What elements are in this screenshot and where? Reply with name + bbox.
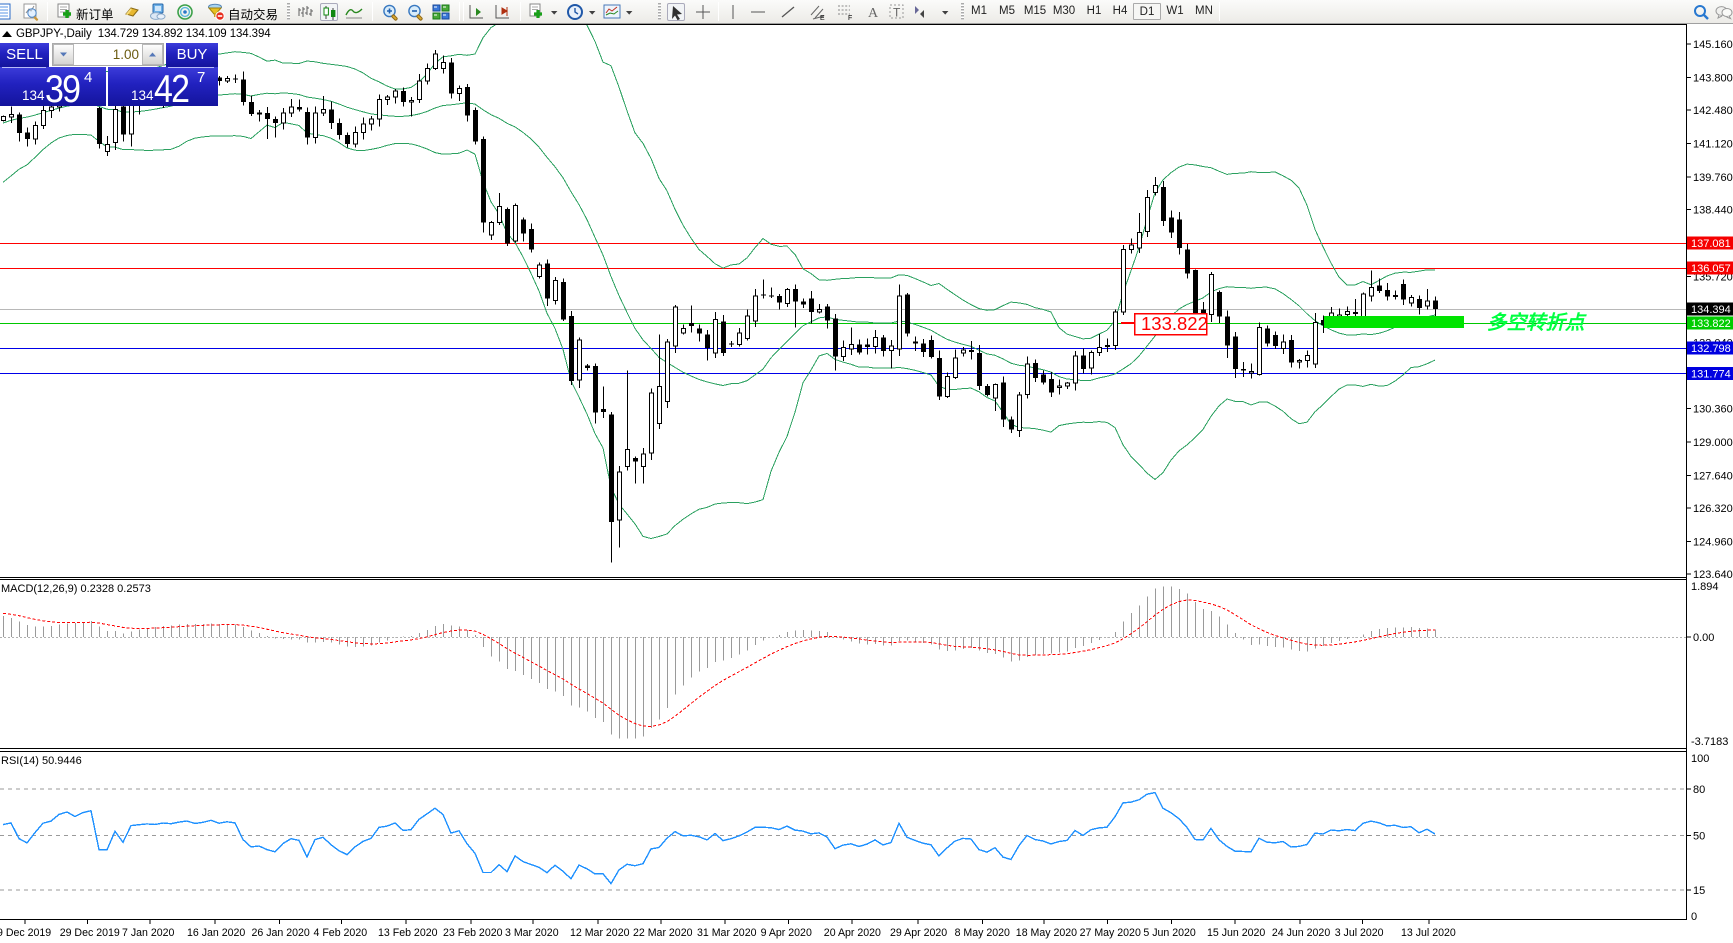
svg-text:0.00: 0.00 bbox=[1693, 632, 1714, 644]
svg-text:T: T bbox=[893, 5, 901, 19]
svg-text:0: 0 bbox=[1691, 911, 1697, 923]
svg-text:143.800: 143.800 bbox=[1693, 72, 1733, 84]
svg-text:MACD(12,26,9) 0.2328 0.2573: MACD(12,26,9) 0.2328 0.2573 bbox=[1, 583, 151, 595]
svg-text:4 Feb 2020: 4 Feb 2020 bbox=[314, 927, 368, 939]
svg-text:RSI(14) 50.9446: RSI(14) 50.9446 bbox=[1, 755, 82, 767]
svg-text:129.000: 129.000 bbox=[1693, 437, 1733, 449]
svg-text:138.440: 138.440 bbox=[1693, 204, 1733, 216]
svg-text:27 May 2020: 27 May 2020 bbox=[1080, 927, 1141, 939]
svg-text:141.120: 141.120 bbox=[1693, 138, 1733, 150]
svg-text:26 Jan 2020: 26 Jan 2020 bbox=[252, 927, 310, 939]
svg-text:136.057: 136.057 bbox=[1691, 263, 1731, 275]
svg-text:F: F bbox=[848, 15, 852, 21]
svg-text:9 Apr 2020: 9 Apr 2020 bbox=[761, 927, 812, 939]
svg-text:1.894: 1.894 bbox=[1691, 581, 1719, 593]
svg-text:29 Apr 2020: 29 Apr 2020 bbox=[890, 927, 947, 939]
svg-text:8 May 2020: 8 May 2020 bbox=[955, 927, 1010, 939]
svg-text:145.160: 145.160 bbox=[1693, 39, 1733, 51]
svg-text:13 Feb 2020: 13 Feb 2020 bbox=[378, 927, 438, 939]
svg-text:15: 15 bbox=[1693, 885, 1705, 897]
svg-text:22 Mar 2020: 22 Mar 2020 bbox=[633, 927, 693, 939]
svg-text:-3.7183: -3.7183 bbox=[1691, 736, 1728, 748]
svg-text:7 Jan 2020: 7 Jan 2020 bbox=[122, 927, 175, 939]
svg-text:133.822: 133.822 bbox=[1691, 318, 1731, 330]
svg-text:80: 80 bbox=[1693, 784, 1705, 796]
svg-text:131.774: 131.774 bbox=[1691, 369, 1731, 381]
svg-text:12 Mar 2020: 12 Mar 2020 bbox=[570, 927, 630, 939]
svg-text:3 Jul 2020: 3 Jul 2020 bbox=[1335, 927, 1384, 939]
svg-text:142.480: 142.480 bbox=[1693, 105, 1733, 117]
svg-text:123.640: 123.640 bbox=[1693, 569, 1733, 581]
svg-text:16 Jan 2020: 16 Jan 2020 bbox=[187, 927, 245, 939]
svg-text:20 Apr 2020: 20 Apr 2020 bbox=[824, 927, 881, 939]
svg-text:E: E bbox=[820, 15, 825, 21]
svg-text:139.760: 139.760 bbox=[1693, 172, 1733, 184]
svg-text:多空转折点: 多空转折点 bbox=[1487, 312, 1587, 334]
svg-text:132.798: 132.798 bbox=[1691, 343, 1731, 355]
svg-text:29 Dec 2019: 29 Dec 2019 bbox=[60, 927, 120, 939]
svg-text:23 Feb 2020: 23 Feb 2020 bbox=[443, 927, 503, 939]
svg-text:15 Jun 2020: 15 Jun 2020 bbox=[1207, 927, 1265, 939]
svg-text:18 May 2020: 18 May 2020 bbox=[1016, 927, 1077, 939]
svg-text:126.320: 126.320 bbox=[1693, 503, 1733, 515]
svg-text:100: 100 bbox=[1691, 753, 1709, 765]
svg-text:5 Jun 2020: 5 Jun 2020 bbox=[1143, 927, 1196, 939]
svg-text:50: 50 bbox=[1693, 831, 1705, 843]
svg-text:134.394: 134.394 bbox=[1691, 304, 1731, 316]
svg-text:9 Dec 2019: 9 Dec 2019 bbox=[0, 927, 51, 939]
svg-text:127.640: 127.640 bbox=[1693, 470, 1733, 482]
svg-text:137.081: 137.081 bbox=[1691, 238, 1731, 250]
svg-text:13 Jul 2020: 13 Jul 2020 bbox=[1401, 927, 1456, 939]
svg-text:133.822: 133.822 bbox=[1141, 313, 1208, 334]
svg-text:31 Mar 2020: 31 Mar 2020 bbox=[697, 927, 757, 939]
svg-text:3 Mar 2020: 3 Mar 2020 bbox=[505, 927, 559, 939]
svg-text:130.360: 130.360 bbox=[1693, 403, 1733, 415]
svg-text:24 Jun 2020: 24 Jun 2020 bbox=[1272, 927, 1330, 939]
svg-text:124.960: 124.960 bbox=[1693, 536, 1733, 548]
svg-text:A: A bbox=[868, 6, 879, 21]
